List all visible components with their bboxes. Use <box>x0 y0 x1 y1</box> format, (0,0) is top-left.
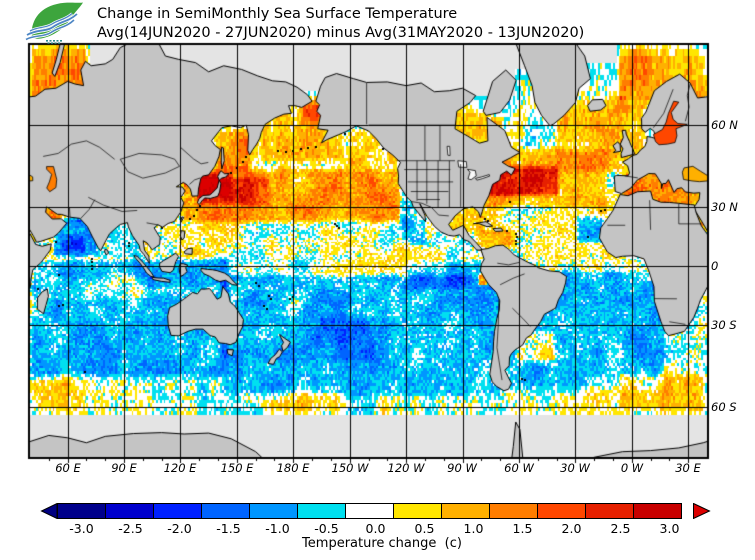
lat-axis-label: 30 N <box>711 200 738 214</box>
colorbar-cell <box>489 503 538 519</box>
colorbar-tick: 1.5 <box>512 521 533 536</box>
colorbar-tick: -3.0 <box>69 521 94 536</box>
colorbar-cell <box>441 503 490 519</box>
colorbar-cell <box>201 503 250 519</box>
chart-title: Change in SemiMonthly Sea Surface Temper… <box>97 6 458 22</box>
lon-axis-label: 90 E <box>111 461 137 475</box>
colorbar-cell <box>585 503 634 519</box>
chart-subtitle: Avg(14JUN2020 - 27JUN2020) minus Avg(31M… <box>97 25 585 41</box>
lat-axis-label: 60 S <box>711 400 737 414</box>
colorbar-tick: 1.0 <box>463 521 484 536</box>
lat-axis-label: 60 N <box>711 118 738 132</box>
colorbar-tick: -1.5 <box>216 521 241 536</box>
colorbar-tick: 3.0 <box>659 521 680 536</box>
lon-axis-label: 60 E <box>55 461 81 475</box>
colorbar-tick: -2.0 <box>167 521 192 536</box>
colorbar-tick: 2.0 <box>561 521 582 536</box>
colorbar-cell <box>633 503 682 519</box>
lon-axis-label: 150 W <box>331 461 369 475</box>
colorbar <box>57 503 682 519</box>
colorbar-tick: -2.5 <box>118 521 143 536</box>
colorbar-caption: Temperature change (c) <box>302 536 462 551</box>
lon-axis-label: 90 W <box>447 461 477 475</box>
lon-axis-label: 30 E <box>675 461 701 475</box>
title-block: Change in SemiMonthly Sea Surface Temper… <box>97 5 584 43</box>
colorbar-cell <box>249 503 298 519</box>
colorbar-tick: 0.0 <box>365 521 386 536</box>
colorbar-right-arrow <box>693 503 711 519</box>
colorbar-tick: -0.5 <box>314 521 339 536</box>
colorbar-tick: -1.0 <box>265 521 290 536</box>
colorbar-cell <box>393 503 442 519</box>
colorbar-cell <box>345 503 394 519</box>
colorbar-cell <box>57 503 106 519</box>
lon-axis-label: 120 E <box>163 461 197 475</box>
colorbar-left-arrow <box>40 503 58 519</box>
colorbar-tick: 2.5 <box>610 521 631 536</box>
colorbar-cell <box>105 503 154 519</box>
lon-axis-label: 30 W <box>560 461 590 475</box>
lon-axis-label: 180 E <box>276 461 310 475</box>
leaf-waves-logo-icon <box>25 2 83 44</box>
colorbar-cell <box>297 503 346 519</box>
lon-axis-label: 0 W <box>620 461 644 475</box>
colorbar-cell <box>537 503 586 519</box>
lon-axis-label: 150 E <box>220 461 254 475</box>
lat-axis-label: 0 <box>711 259 719 273</box>
lon-axis-label: 60 W <box>504 461 534 475</box>
colorbar-tick: 0.5 <box>414 521 435 536</box>
logo-fine-print <box>46 40 62 44</box>
lon-axis-label: 120 W <box>387 461 425 475</box>
lat-axis-label: 30 S <box>711 318 737 332</box>
colorbar-cell <box>153 503 202 519</box>
